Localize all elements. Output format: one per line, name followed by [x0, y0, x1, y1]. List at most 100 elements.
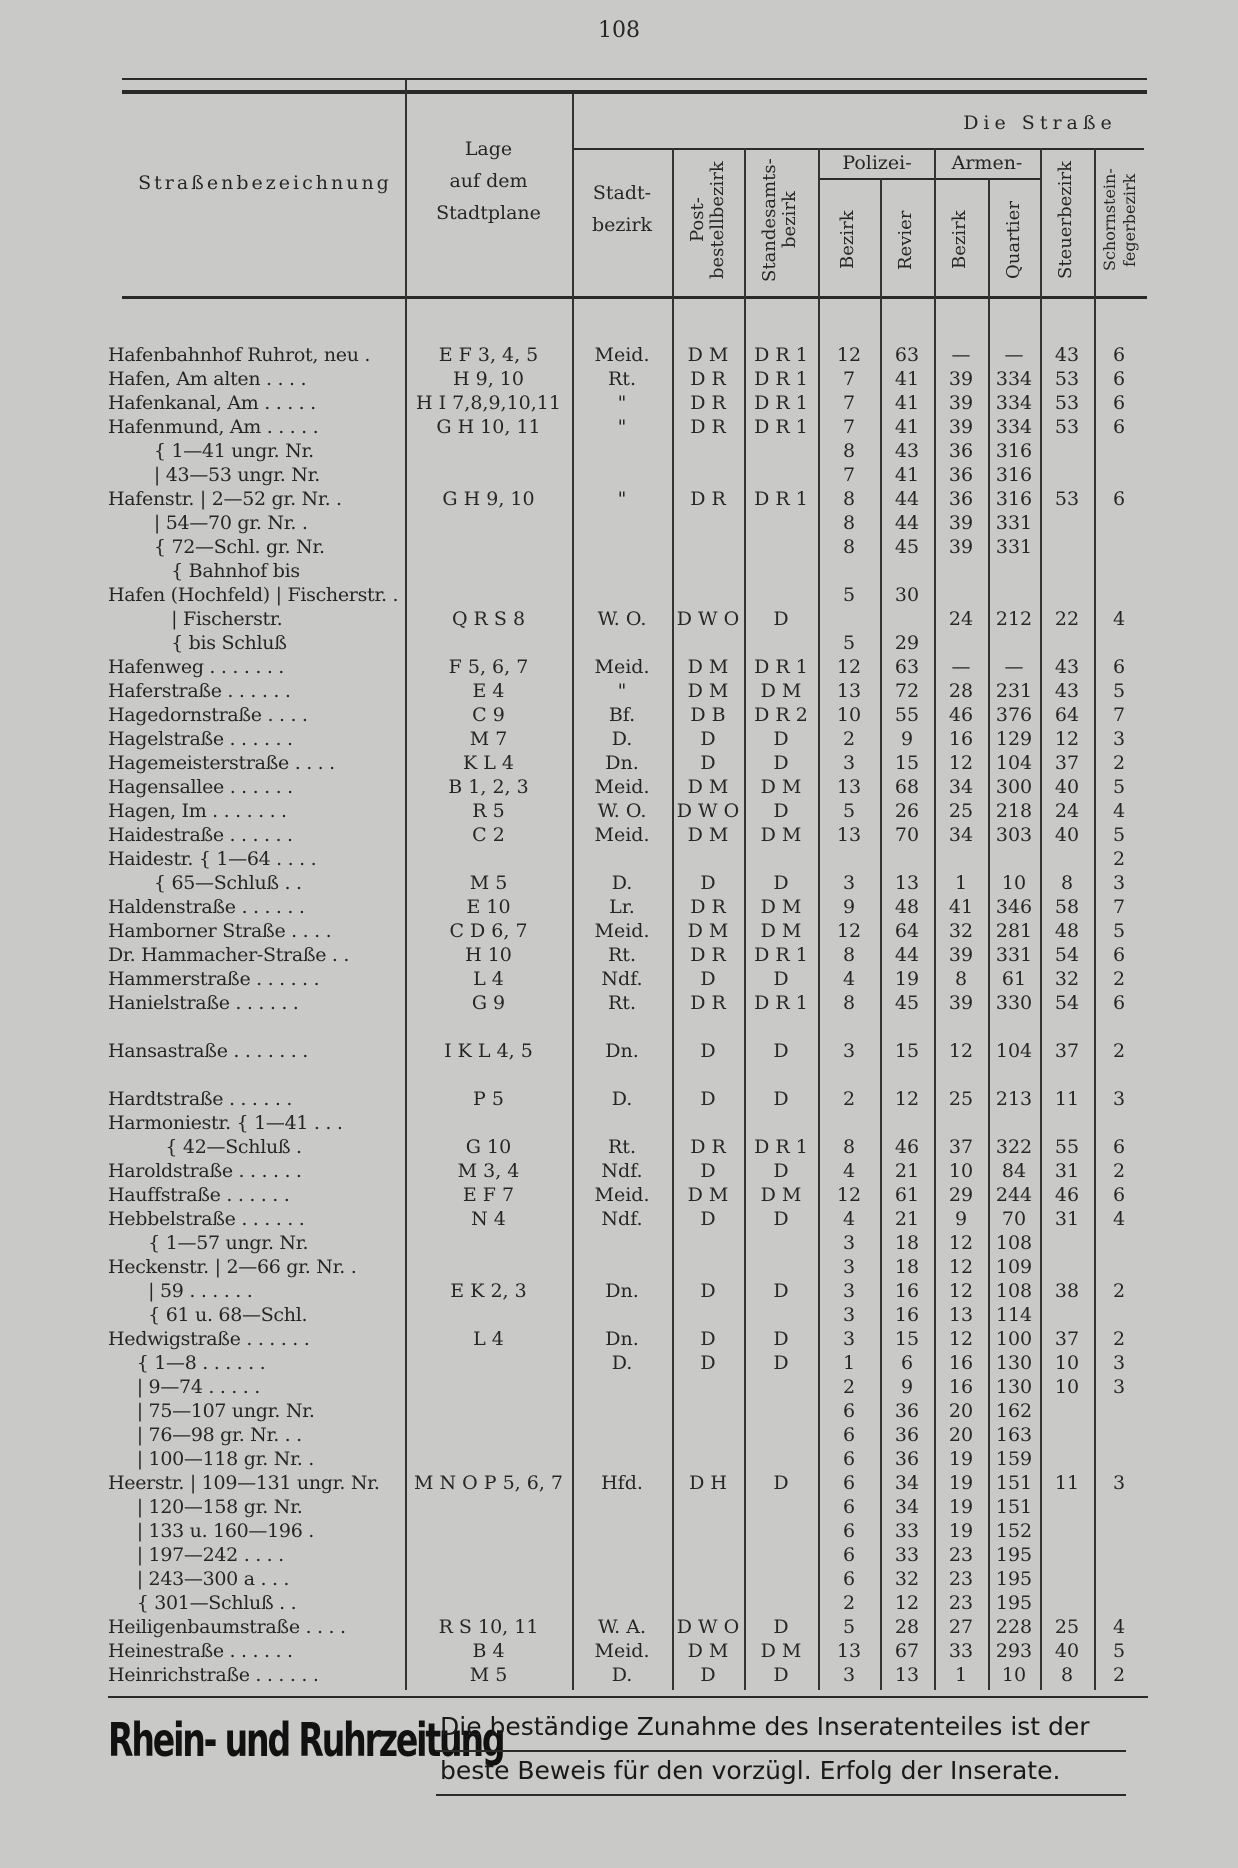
- poor-district-cell: —: [951, 656, 971, 678]
- tax-district-cell: 32: [1054, 968, 1080, 990]
- poor-quarter-cell: 300: [995, 776, 1033, 798]
- poor-quarter-cell: 70: [1001, 1208, 1027, 1230]
- poor-quarter-cell: 108: [995, 1280, 1033, 1302]
- table-row: Hansastraße . . . . . . . I K L 4, 5 Dn. D D…: [0, 1039, 1238, 1063]
- poor-district-cell: 39: [948, 392, 974, 414]
- table-row: Heiligenbaumstraße . . . . R S 10, 11 W. A…: [0, 1615, 1238, 1639]
- tax-district-cell: 25: [1054, 1616, 1080, 1638]
- map-location-cell: M 5: [469, 1664, 508, 1686]
- table-row: | 43—53 ungr. Nr. 7 41 36 316: [0, 463, 1238, 487]
- table-row: Hammerstraße . . . . . . L 4 Ndf. D D 4 19 8 61 3…: [0, 967, 1238, 991]
- street-name-cell: | 197—242 . . . .: [108, 1544, 285, 1566]
- chimney-district-cell: 2: [1112, 1280, 1126, 1302]
- subgroup-rule: [572, 148, 1144, 150]
- police-precinct-cell: 72: [894, 680, 920, 702]
- police-precinct-cell: 18: [894, 1232, 920, 1254]
- chimney-district-cell: 2: [1112, 752, 1126, 774]
- poor-quarter-cell: 334: [995, 392, 1033, 414]
- registry-district-cell: D: [773, 608, 789, 630]
- police-precinct-cell: 16: [894, 1304, 920, 1326]
- chimney-district-cell: 2: [1112, 968, 1126, 990]
- table-row: { 65—Schluß . . M 5 D. D D 3 13 1 10 8 3: [0, 871, 1238, 895]
- police-precinct-cell: 41: [894, 392, 920, 414]
- street-name-cell: | 75—107 ungr. Nr.: [108, 1400, 315, 1422]
- table-row: Heinrichstraße . . . . . . M 5 D. D D 3 13 1 10 8…: [0, 1663, 1238, 1687]
- top-rule: [122, 78, 1147, 80]
- street-name-cell: Hafenmund, Am . . . . .: [108, 416, 319, 438]
- city-district-cell: Dn.: [605, 752, 639, 774]
- street-name-cell: Haidestraße . . . . . .: [108, 824, 293, 846]
- poor-quarter-cell: 163: [995, 1424, 1033, 1446]
- map-location-cell: M N O P 5, 6, 7: [413, 1472, 564, 1494]
- tax-district-cell: 38: [1054, 1280, 1080, 1302]
- poor-quarter-cell: 334: [995, 416, 1033, 438]
- police-district-cell: 6: [842, 1544, 856, 1566]
- poor-district-cell: 12: [948, 1040, 974, 1062]
- tax-district-cell: 64: [1054, 704, 1080, 726]
- postal-district-cell: D M: [687, 680, 729, 702]
- police-precinct-cell: 45: [894, 992, 920, 1014]
- chimney-district-cell: 4: [1112, 800, 1126, 822]
- poor-quarter-cell: 195: [995, 1592, 1033, 1614]
- city-district-cell: D.: [611, 1664, 633, 1686]
- police-precinct-cell: 46: [894, 1136, 920, 1158]
- postal-district-cell: D: [700, 1088, 716, 1110]
- police-precinct-cell: 29: [894, 632, 920, 654]
- street-name-cell: Hauffstraße . . . . . .: [108, 1184, 290, 1206]
- police-district-cell: 8: [842, 512, 856, 534]
- street-name-cell: Hafenweg . . . . . . .: [108, 656, 285, 678]
- poor-district-cell: 9: [954, 1208, 968, 1230]
- registry-district-cell: D: [773, 1208, 789, 1230]
- table-row: Harmoniestr. { 1—41 . . .: [0, 1111, 1238, 1135]
- table-row: Hagelstraße . . . . . . M 7 D. D D 2 9 16 129 12 3: [0, 727, 1238, 751]
- poor-quarter-cell: 316: [995, 440, 1033, 462]
- header-district: Stadt- bezirk: [572, 180, 672, 238]
- street-name-cell: Haroldstraße . . . . . .: [108, 1160, 302, 1182]
- police-precinct-cell: 33: [894, 1520, 920, 1542]
- table-row: Hardtstraße . . . . . . P 5 D. D D 2 12 25 213 11…: [0, 1087, 1238, 1111]
- map-location-cell: G H 10, 11: [436, 416, 541, 438]
- poor-district-cell: 20: [948, 1424, 974, 1446]
- poor-district-cell: 19: [948, 1496, 974, 1518]
- postal-district-cell: D: [700, 1280, 716, 1302]
- poor-district-cell: 23: [948, 1592, 974, 1614]
- poor-district-cell: 28: [948, 680, 974, 702]
- poor-quarter-cell: 228: [995, 1616, 1033, 1638]
- table-row: { 301—Schluß . . 2 12 23 195: [0, 1591, 1238, 1615]
- table-row: | 133 u. 160—196 . 6 33 19 152: [0, 1519, 1238, 1543]
- map-location-cell: C 2: [472, 824, 505, 846]
- header-location: Lage auf dem Stadtplane: [405, 136, 572, 226]
- poor-district-cell: 34: [948, 776, 974, 798]
- police-district-cell: 6: [842, 1448, 856, 1470]
- police-precinct-cell: 6: [900, 1352, 914, 1374]
- poor-quarter-cell: 212: [995, 608, 1033, 630]
- street-name-cell: | 76—98 gr. Nr. . .: [108, 1424, 303, 1446]
- chimney-district-cell: 6: [1112, 392, 1126, 414]
- map-location-cell: M 5: [469, 872, 508, 894]
- map-location-cell: H I 7,8,9,10,11: [416, 392, 561, 414]
- poor-district-cell: 36: [948, 488, 974, 510]
- street-name-cell: Hammerstraße . . . . . .: [108, 968, 320, 990]
- tax-district-cell: 53: [1054, 392, 1080, 414]
- tax-district-cell: 37: [1054, 1328, 1080, 1350]
- police-precinct-cell: 12: [894, 1088, 920, 1110]
- map-location-cell: R S 10, 11: [438, 1616, 539, 1638]
- table-row: Hafenbahnhof Ruhrot, neu . E F 3, 4, 5 Mei…: [0, 343, 1238, 367]
- postal-district-cell: D H: [689, 1472, 727, 1494]
- table-row: [0, 1063, 1238, 1087]
- postal-district-cell: D R: [690, 992, 726, 1014]
- registry-district-cell: D R 1: [754, 368, 808, 390]
- chimney-district-cell: 6: [1112, 368, 1126, 390]
- map-location-cell: C D 6, 7: [449, 920, 528, 942]
- city-district-cell: D.: [611, 1352, 633, 1374]
- registry-district-cell: D: [773, 1280, 789, 1302]
- poor-district-cell: 10: [948, 1160, 974, 1182]
- ad-top-rule: [108, 1696, 1148, 1698]
- city-district-cell: Meid.: [594, 920, 650, 942]
- police-district-cell: 6: [842, 1568, 856, 1590]
- city-district-cell: Meid.: [594, 1640, 650, 1662]
- column-divider: [744, 148, 746, 1690]
- map-location-cell: N 4: [471, 1208, 506, 1230]
- street-name-cell: Heinrichstraße . . . . . .: [108, 1664, 319, 1686]
- map-location-cell: L 4: [473, 968, 504, 990]
